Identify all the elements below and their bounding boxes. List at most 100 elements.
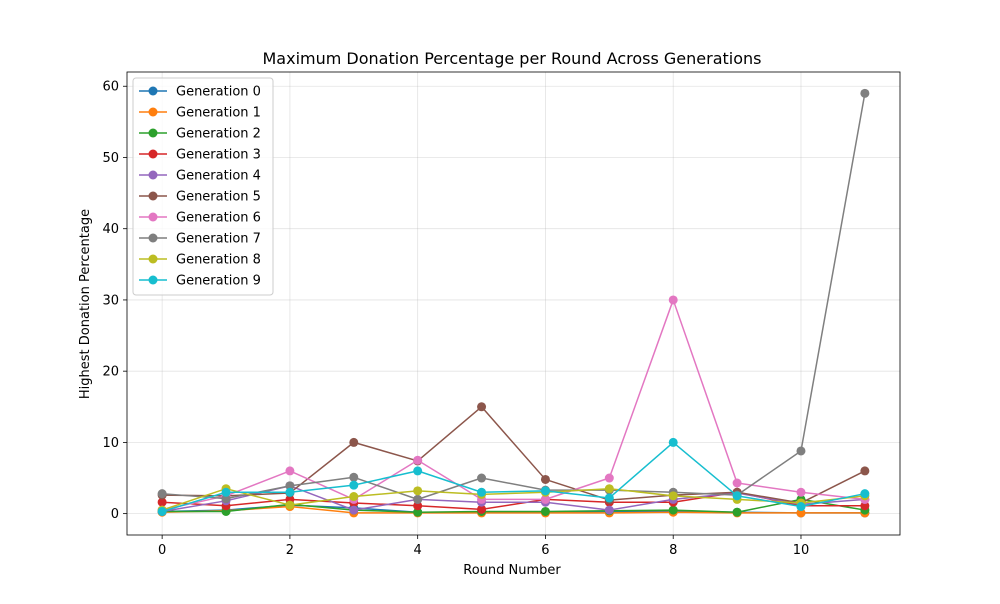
- legend-marker: [148, 86, 158, 96]
- legend-item: Generation 0: [139, 85, 261, 100]
- data-point: [349, 505, 359, 515]
- data-point: [285, 487, 295, 497]
- data-point: [860, 88, 870, 98]
- legend-item: Generation 8: [139, 253, 261, 268]
- data-point: [796, 508, 806, 518]
- data-point: [349, 437, 359, 447]
- data-point: [540, 474, 550, 484]
- data-point: [413, 507, 423, 517]
- data-point: [732, 478, 742, 488]
- data-point: [732, 507, 742, 517]
- data-point: [285, 481, 295, 491]
- y-tick-label: 60: [102, 80, 119, 95]
- data-point: [732, 491, 742, 501]
- data-point: [668, 505, 678, 515]
- legend-item: Generation 2: [139, 127, 261, 142]
- data-point: [413, 466, 423, 476]
- legend-label: Generation 4: [176, 169, 261, 184]
- data-point: [796, 487, 806, 497]
- y-tick-label: 30: [102, 293, 119, 308]
- data-point: [285, 466, 295, 476]
- chart-title: Maximum Donation Percentage per Round Ac…: [262, 49, 761, 68]
- legend-item: Generation 1: [139, 106, 261, 121]
- data-point: [604, 505, 614, 515]
- data-point: [221, 487, 231, 497]
- data-point: [540, 486, 550, 496]
- data-point: [477, 487, 487, 497]
- series-line: [161, 299, 865, 511]
- data-point: [157, 506, 167, 516]
- x-tick-label: 2: [286, 543, 294, 558]
- data-point: [477, 402, 487, 412]
- legend-marker: [148, 128, 158, 138]
- y-axis: 0 10 20 30 40 50 60: [102, 80, 127, 522]
- legend-item: Generation 5: [139, 190, 261, 205]
- x-tick-label: 4: [414, 543, 422, 558]
- data-point: [604, 473, 614, 483]
- plot-area-frame: [126, 71, 901, 536]
- series-line: [162, 505, 865, 514]
- data-point: [668, 491, 678, 501]
- y-tick-label: 10: [102, 436, 119, 451]
- data-point: [860, 466, 870, 476]
- data-point: [349, 472, 359, 482]
- legend-label: Generation 7: [176, 232, 261, 247]
- legend: Generation 0 Generation 1 Generation 2 Gene…: [132, 77, 274, 296]
- series-line: [162, 93, 866, 501]
- legend-item: Generation 4: [139, 169, 261, 184]
- data-point: [668, 295, 678, 305]
- legend-label: Generation 8: [176, 253, 261, 268]
- x-tick-label: 8: [669, 543, 677, 558]
- legend-marker: [148, 191, 158, 201]
- data-point: [413, 486, 423, 496]
- x-tick-label: 6: [541, 543, 549, 558]
- data-point: [285, 500, 295, 510]
- legend-item: Generation 7: [139, 232, 261, 247]
- data-point: [477, 504, 487, 514]
- legend-label: Generation 0: [176, 85, 261, 100]
- y-tick-label: 20: [102, 365, 119, 380]
- series-line: [161, 487, 865, 511]
- data-point: [796, 446, 806, 456]
- data-point: [413, 501, 423, 511]
- legend-marker: [148, 212, 158, 222]
- data-point: [413, 494, 423, 504]
- series-line: [162, 406, 866, 504]
- x-axis: 0 2 4 6 8 10: [158, 535, 809, 558]
- legend-marker: [148, 149, 158, 159]
- legend-marker: [148, 170, 158, 180]
- legend-item: Generation 6: [139, 211, 261, 226]
- data-point: [540, 506, 550, 516]
- data-point: [221, 494, 231, 504]
- legend-marker: [148, 275, 158, 285]
- y-tick-label: 40: [102, 222, 119, 237]
- legend-marker: [148, 233, 158, 243]
- legend-label: Generation 6: [176, 211, 261, 226]
- series-group: [157, 88, 870, 518]
- series-line: [162, 498, 865, 513]
- series-line: [161, 441, 866, 513]
- legend-label: Generation 9: [176, 274, 261, 289]
- x-tick-label: 0: [158, 543, 166, 558]
- y-axis-label: Highest Donation Percentage: [78, 209, 93, 399]
- data-point: [349, 480, 359, 490]
- data-point: [604, 493, 614, 503]
- legend-marker: [148, 107, 158, 117]
- data-point: [349, 492, 359, 502]
- legend-label: Generation 5: [176, 190, 261, 205]
- data-point: [604, 484, 614, 494]
- data-point: [668, 437, 678, 447]
- data-point: [157, 497, 167, 507]
- legend-marker: [148, 254, 158, 264]
- y-tick-label: 50: [102, 151, 119, 166]
- data-point: [157, 489, 167, 499]
- data-point: [413, 455, 423, 465]
- data-point: [860, 489, 870, 499]
- legend-label: Generation 3: [176, 148, 261, 163]
- x-axis-label: Round Number: [463, 563, 561, 578]
- legend-box: [132, 77, 274, 296]
- y-tick-label: 0: [111, 507, 119, 522]
- data-point: [540, 494, 550, 504]
